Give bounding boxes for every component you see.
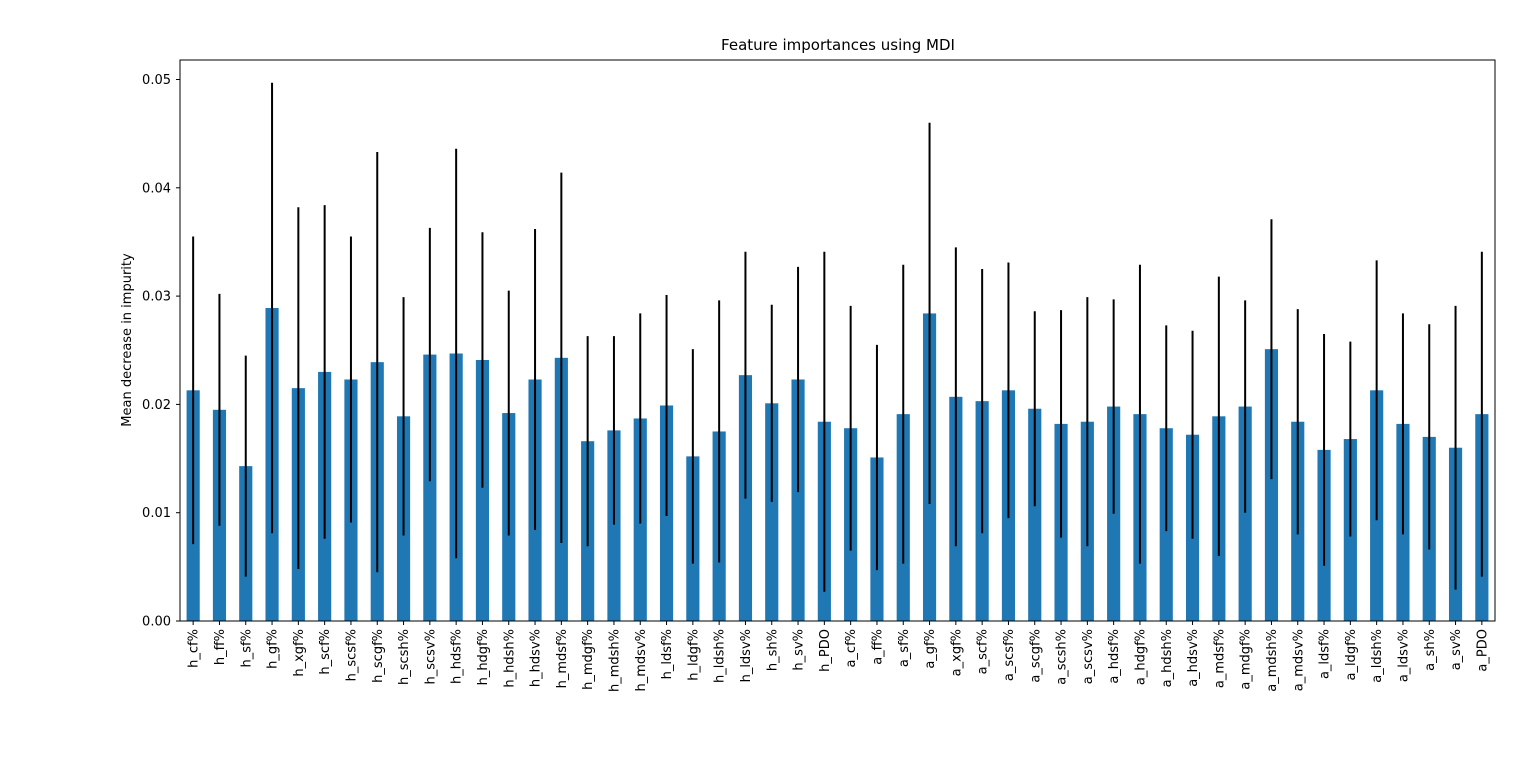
x-tick-label-a_ldsh%: a_ldsh% <box>1370 629 1385 683</box>
x-tick-label-a_mdgf%: a_mdgf% <box>1239 629 1254 690</box>
x-tick-label-h_ldsh%: h_ldsh% <box>713 629 728 683</box>
x-tick-label-h_hdsf%: h_hdsf% <box>450 629 465 684</box>
chart-title: Feature importances using MDI <box>721 36 955 54</box>
plot-area-frame <box>179 59 1496 622</box>
y-tick-label: 0.04 <box>142 181 171 196</box>
bar-h_mdsh% <box>607 430 621 621</box>
x-tick-label-a_hdsf%: a_hdsf% <box>1107 629 1122 684</box>
x-tick-label-h_scsv%: h_scsv% <box>423 629 438 684</box>
x-tick-label-h_mdgf%: h_mdgf% <box>581 629 596 690</box>
bar-a_scgf% <box>1028 408 1042 621</box>
bars-layer <box>186 308 1489 621</box>
x-tick-label-a_ff%: a_ff% <box>870 629 885 665</box>
x-tick-label-h_ldgf%: h_ldgf% <box>686 629 701 681</box>
x-tick-label-a_scsh%: a_scsh% <box>1055 629 1070 685</box>
x-tick-label-h_ldsv%: h_ldsv% <box>739 629 754 682</box>
bar-h_sv% <box>791 379 805 621</box>
x-tick-label-h_cf%: h_cf% <box>187 629 202 668</box>
x-tick-label-h_scgf%: h_scgf% <box>371 629 386 683</box>
x-tick-label-a_scf%: a_scf% <box>976 629 991 674</box>
x-tick-label-a_sv%: a_sv% <box>1449 629 1464 670</box>
bar-h_sh% <box>765 403 779 621</box>
y-axis: 0.00 0.01 0.02 0.03 0.04 0.05 <box>142 73 180 630</box>
x-tick-label-h_mdsh%: h_mdsh% <box>607 629 622 692</box>
bar-a_mdsh% <box>1264 349 1279 621</box>
x-tick-label-h_ldsf%: h_ldsf% <box>660 629 675 679</box>
x-tick-label-h_sf%: h_sf% <box>239 629 254 667</box>
x-tick-label-a_cf%: a_cf% <box>844 629 859 668</box>
bar-h_scsv% <box>423 354 437 621</box>
y-tick-label: 0.00 <box>142 615 171 630</box>
x-tick-label-a_ldsv%: a_ldsv% <box>1396 629 1411 682</box>
x-tick-label-a_hdsh%: a_hdsh% <box>1160 629 1175 687</box>
x-tick-label-h_hdsh%: h_hdsh% <box>502 629 517 688</box>
x-tick-label-a_gf%: a_gf% <box>923 629 938 669</box>
x-tick-label-h_mdsv%: h_mdsv% <box>634 629 649 691</box>
x-tick-label-h_xgf%: h_xgf% <box>292 629 307 677</box>
x-tick-label-a_xgf%: a_xgf% <box>949 629 964 676</box>
x-tick-label-a_ldsf%: a_ldsf% <box>1318 629 1333 679</box>
x-tick-label-h_scsf%: h_scsf% <box>344 629 359 681</box>
x-tick-label-h_gf%: h_gf% <box>266 629 281 669</box>
x-tick-label-a_sh%: a_sh% <box>1423 629 1438 671</box>
x-tick-label-a_hdsv%: a_hdsv% <box>1186 629 1201 687</box>
x-tick-label-a_mdsh%: a_mdsh% <box>1265 629 1280 692</box>
bar-a_mdgf% <box>1238 406 1252 621</box>
x-tick-label-a_sf%: a_sf% <box>897 629 912 667</box>
x-tick-label-a_scsf%: a_scsf% <box>1002 629 1017 681</box>
x-tick-label-a_ldgf%: a_ldgf% <box>1344 629 1359 681</box>
y-tick-label: 0.03 <box>142 290 171 305</box>
x-tick-label-h_hdsv%: h_hdsv% <box>529 629 544 687</box>
x-tick-label-h_sv%: h_sv% <box>792 629 807 671</box>
x-tick-label-h_PDO: h_PDO <box>818 629 833 672</box>
y-tick-label: 0.05 <box>142 73 171 88</box>
x-tick-label-h_ff%: h_ff% <box>213 629 228 665</box>
x-tick-label-h_scf%: h_scf% <box>318 629 333 675</box>
x-tick-label-h_scsh%: h_scsh% <box>397 629 412 685</box>
y-axis-label: Mean decrease in impurity <box>120 253 135 427</box>
x-tick-label-h_hdgf%: h_hdgf% <box>476 629 491 685</box>
x-tick-label-a_mdsv%: a_mdsv% <box>1291 629 1306 691</box>
x-tick-label-h_mdsf%: h_mdsf% <box>555 629 570 688</box>
x-tick-label-a_mdsf%: a_mdsf% <box>1212 629 1227 688</box>
x-tick-label-h_sh%: h_sh% <box>765 629 780 671</box>
x-tick-label-a_scsv%: a_scsv% <box>1081 629 1096 684</box>
y-tick-label: 0.02 <box>142 398 171 413</box>
y-tick-label: 0.01 <box>142 506 171 521</box>
x-tick-label-a_hdgf%: a_hdgf% <box>1133 629 1148 685</box>
x-axis: h_cf% h_ff% h_sf% h_gf% h_xgf% h_scf% h_scsf% h… <box>187 621 1490 692</box>
error-bars-layer <box>192 82 1483 592</box>
x-tick-label-a_PDO: a_PDO <box>1475 629 1490 672</box>
bar-h_hdgf% <box>475 359 490 621</box>
x-tick-label-a_scgf%: a_scgf% <box>1028 629 1043 683</box>
